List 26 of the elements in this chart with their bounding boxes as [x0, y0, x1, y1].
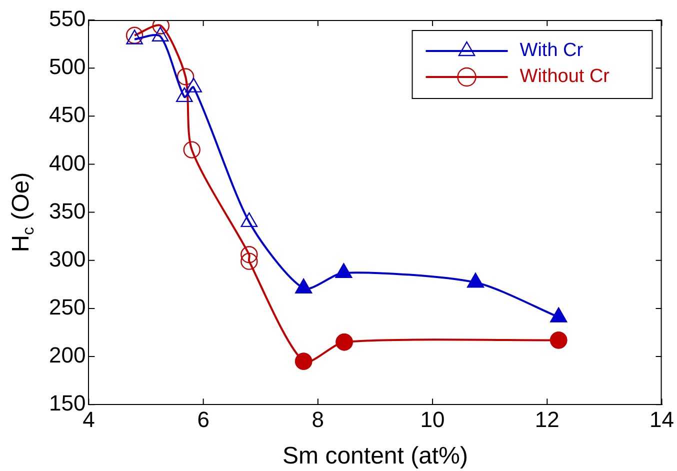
point	[185, 78, 202, 92]
y-tick-label: 350	[48, 198, 86, 224]
point	[183, 141, 200, 158]
x-tick-label: 10	[420, 406, 445, 432]
x-tick-label: 12	[534, 406, 560, 432]
point	[240, 252, 258, 270]
y-tick-label: 150	[48, 390, 86, 416]
point	[126, 30, 143, 44]
point	[152, 26, 169, 42]
y-axis-title: Hc (Oe)	[8, 172, 38, 252]
y-tick-label: 500	[48, 54, 86, 80]
legend-label: With Cr	[520, 40, 584, 62]
y-tick-label: 400	[48, 150, 86, 176]
x-tick-label: 6	[197, 406, 210, 432]
x-tick-label: 8	[312, 406, 324, 432]
x-tick-label: 14	[650, 406, 674, 432]
point	[240, 246, 258, 264]
y-tick-label: 450	[48, 102, 86, 128]
point	[176, 87, 193, 102]
y-tick-label: 200	[48, 342, 86, 368]
y-tick-label: 550	[48, 6, 86, 32]
y-tick-label: 250	[48, 294, 86, 320]
y-tick-label: 300	[48, 246, 86, 272]
x-axis-title: Sm content (at%)	[282, 442, 468, 470]
point	[240, 212, 258, 228]
legend-label: Without Cr	[520, 66, 610, 88]
